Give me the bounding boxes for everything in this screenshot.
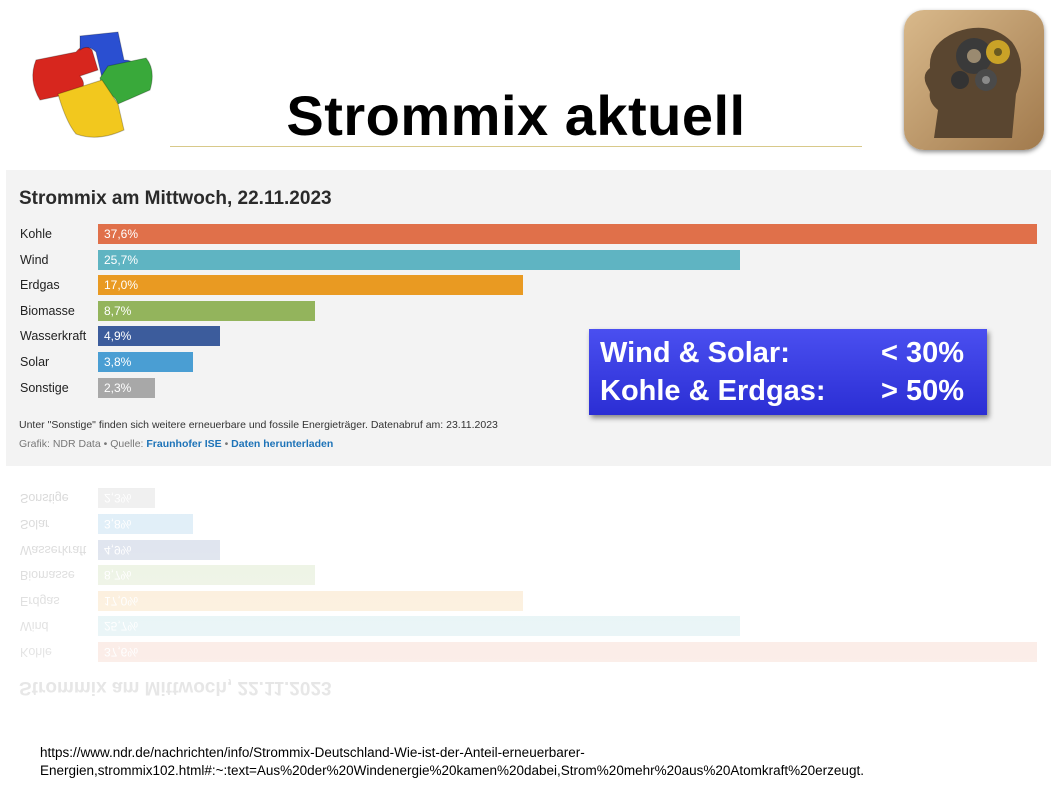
category-label: Wind [20, 252, 49, 267]
callout-value-wind-solar: < 30% [881, 337, 965, 369]
source-url[interactable]: https://www.ndr.de/nachrichten/info/Stro… [40, 744, 1040, 780]
head-gears-icon [904, 10, 1044, 150]
chart-credit: Grafik: NDR Data • Quelle: Fraunhofer IS… [19, 438, 333, 450]
callout-value-kohle-erdgas: > 50% [881, 375, 965, 407]
data-label: 2,3% [104, 380, 132, 395]
data-label: 25,7% [104, 252, 139, 267]
source-url-line-2: Energien,strommix102.html#:~:text=Aus%20… [40, 763, 864, 778]
category-label: Solar [20, 355, 50, 369]
source-link[interactable]: Fraunhofer ISE [146, 438, 222, 450]
chart-note: Unter "Sonstige" finden sich weitere ern… [19, 419, 498, 431]
category-label: Biomasse [20, 303, 75, 318]
bar-wind [98, 249, 740, 270]
summary-callout: Wind & Solar: < 30% Kohle & Erdgas: > 50… [589, 329, 987, 415]
data-label: 37,6% [104, 227, 139, 241]
bar-sonstige [98, 377, 156, 398]
data-label: 8,7% [104, 303, 132, 318]
credit-prefix: Grafik: NDR Data • Quelle: [19, 438, 147, 450]
callout-label-wind-solar: Wind & Solar: [600, 337, 790, 369]
download-data-link[interactable]: Daten herunterladen [231, 438, 334, 450]
category-label: Erdgas [20, 278, 60, 293]
bar-wasserkraft [98, 326, 221, 347]
source-url-line-1: https://www.ndr.de/nachrichten/info/Stro… [40, 745, 585, 760]
bar-kohle [98, 224, 1037, 244]
bar-biomasse [98, 300, 316, 321]
data-label: 3,8% [104, 355, 132, 369]
chart-reflection: Strommix am Mittwoch, 22.11.2023 Kohle37… [6, 470, 1051, 730]
bar-erdgas [98, 275, 523, 296]
data-label: 4,9% [104, 329, 132, 344]
bar-solar [98, 352, 193, 372]
chart-panel: Strommix am Mittwoch, 22.11.2023 Kohle 37… [6, 170, 1051, 466]
category-label: Wasserkraft [20, 329, 87, 344]
puzzle-pieces-icon [32, 31, 153, 138]
chart-title: Strommix am Mittwoch, 22.11.2023 [19, 188, 332, 209]
data-label: 17,0% [104, 278, 139, 293]
callout-label-kohle-erdgas: Kohle & Erdgas: [600, 375, 826, 407]
category-label: Kohle [20, 227, 52, 241]
credit-separator: • [221, 438, 232, 450]
slide-title: Strommix aktuell [170, 86, 862, 147]
category-label: Sonstige [20, 380, 69, 395]
